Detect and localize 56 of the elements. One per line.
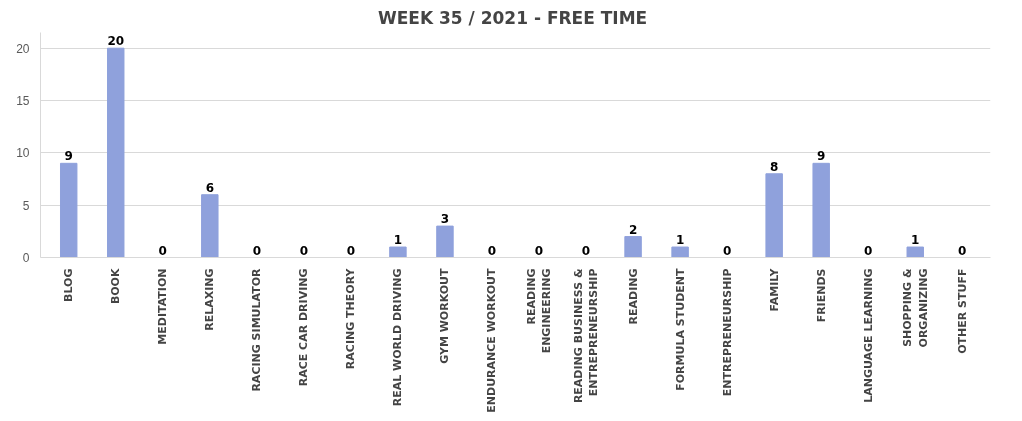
y-tick-label: 5 [22, 198, 30, 213]
data-label: 1 [393, 233, 403, 248]
data-label: 0 [158, 243, 167, 258]
x-tick-label: LANGUAGE LEARNING [861, 268, 875, 403]
y-tick-label: 15 [16, 94, 30, 109]
chart-title: WEEK 35 / 2021 - FREE TIME [377, 7, 648, 28]
data-label: 1 [675, 233, 685, 248]
data-label: 8 [769, 159, 779, 174]
y-tick-label: 20 [16, 41, 30, 56]
data-label: 6 [205, 180, 214, 195]
y-tick-label: 10 [16, 146, 30, 161]
bar [812, 162, 830, 258]
x-tick-label: BLOG [62, 268, 76, 302]
data-label: 1 [911, 233, 920, 248]
bar [436, 225, 454, 258]
data-label: 0 [299, 243, 309, 258]
data-label: 0 [252, 243, 262, 258]
x-tick-label: OTHER STUFF [955, 268, 969, 354]
x-tick-label: REAL WORLD DRIVING [391, 268, 405, 407]
bar [59, 162, 78, 258]
bar [765, 173, 783, 258]
x-tick-label: RELAXING [203, 268, 217, 331]
bar [107, 47, 125, 258]
x-tick-label: FORMULA STUDENT [673, 268, 687, 391]
x-tick-label: ENDURANCE WORKOUT [485, 268, 499, 413]
x-tick-label: MEDITATION [156, 268, 170, 345]
data-label: 0 [487, 243, 497, 258]
x-tick-label: READING BUSINESS & ENTREPRENEURSHIP [571, 268, 601, 404]
bar [201, 194, 219, 258]
data-label: 0 [864, 243, 873, 258]
bar [671, 246, 689, 258]
data-label: 20 [107, 34, 125, 49]
bar [624, 236, 642, 258]
x-tick-label: FAMILY [767, 267, 781, 312]
data-label: 0 [722, 243, 732, 258]
data-label: 0 [346, 243, 356, 258]
x-tick-label: SHOPPING & ORGANIZING [900, 268, 930, 348]
x-tick-label: RACING THEORY [344, 267, 358, 370]
x-tick-label: READING [626, 268, 640, 325]
bar [906, 246, 924, 258]
x-tick-label: BOOK [109, 268, 123, 305]
data-label: 0 [958, 243, 967, 258]
x-tick-label: ENTREPRENEURSHIP [720, 268, 734, 397]
data-label: 3 [440, 212, 450, 227]
x-tick-label: READING ENGINEERING [524, 268, 554, 354]
data-label: 0 [581, 243, 591, 258]
data-label: 2 [628, 222, 638, 237]
data-label: 0 [534, 243, 544, 258]
data-label: 9 [817, 149, 826, 164]
x-tick-label: RACING SIMULATOR [250, 267, 264, 392]
y-tick-label: 0 [22, 251, 30, 265]
x-tick-label: GYM WORKOUT [438, 268, 452, 364]
x-tick-label: RACE CAR DRIVING [297, 268, 311, 387]
data-label: 9 [64, 149, 73, 164]
bar [389, 246, 407, 258]
x-tick-label: FRIENDS [814, 268, 828, 323]
